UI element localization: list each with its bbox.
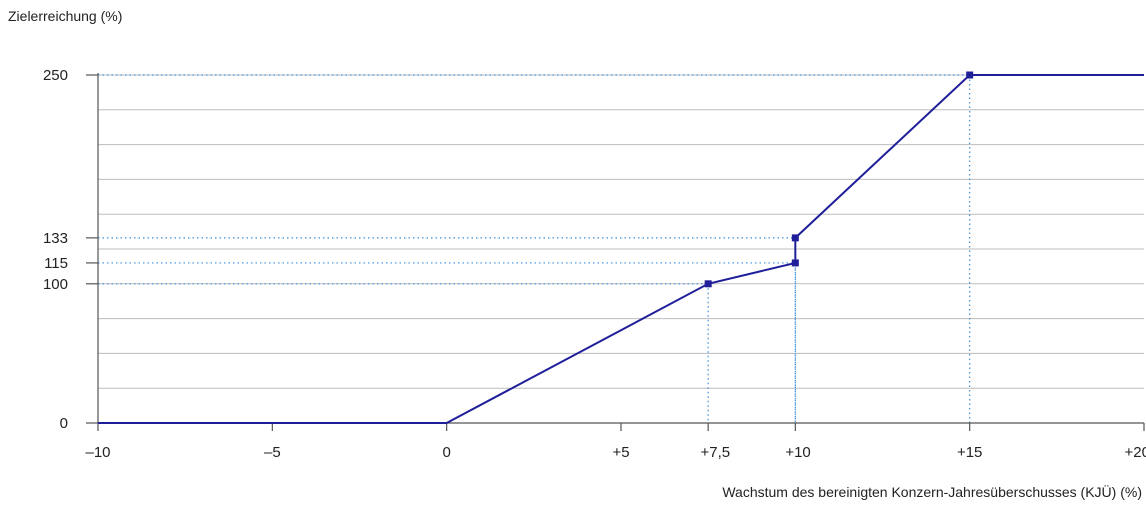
marker-10-115: [791, 259, 799, 267]
markers: [704, 71, 974, 288]
marker-10-133: [791, 234, 799, 242]
reference-lines: [98, 74, 971, 423]
x-tick-label--10: –10: [85, 444, 110, 461]
y-tick-label-250: 250: [43, 67, 68, 84]
x-tick-label-0: 0: [442, 444, 450, 461]
x-ticks: –10 –5 0 +5 +7,5 +10 +15 +20: [85, 423, 1146, 461]
gridlines: [98, 74, 1144, 389]
x-tick-label--5: –5: [264, 444, 281, 461]
axes: [97, 73, 1144, 424]
y-tick-label-100: 100: [43, 276, 68, 293]
x-axis-label: Wachstum des bereinigten Konzern-Jahresü…: [722, 484, 1142, 500]
y-tick-label-133: 133: [43, 230, 68, 247]
x-tick-label-20: +20: [1125, 444, 1146, 461]
marker-15-250: [966, 71, 974, 79]
y-ticks: 0 100 115 133 250: [43, 67, 98, 432]
x-tick-label-10: +10: [785, 444, 810, 461]
x-tick-label-5: +5: [612, 444, 629, 461]
x-tick-label-15: +15: [957, 444, 982, 461]
x-tick-label-7.5: +7,5: [701, 444, 731, 461]
y-tick-label-0: 0: [60, 415, 68, 432]
y-axis-label: Zielerreichung (%): [8, 8, 123, 24]
marker-7.5-100: [704, 280, 712, 288]
y-tick-label-115: 115: [44, 255, 68, 272]
